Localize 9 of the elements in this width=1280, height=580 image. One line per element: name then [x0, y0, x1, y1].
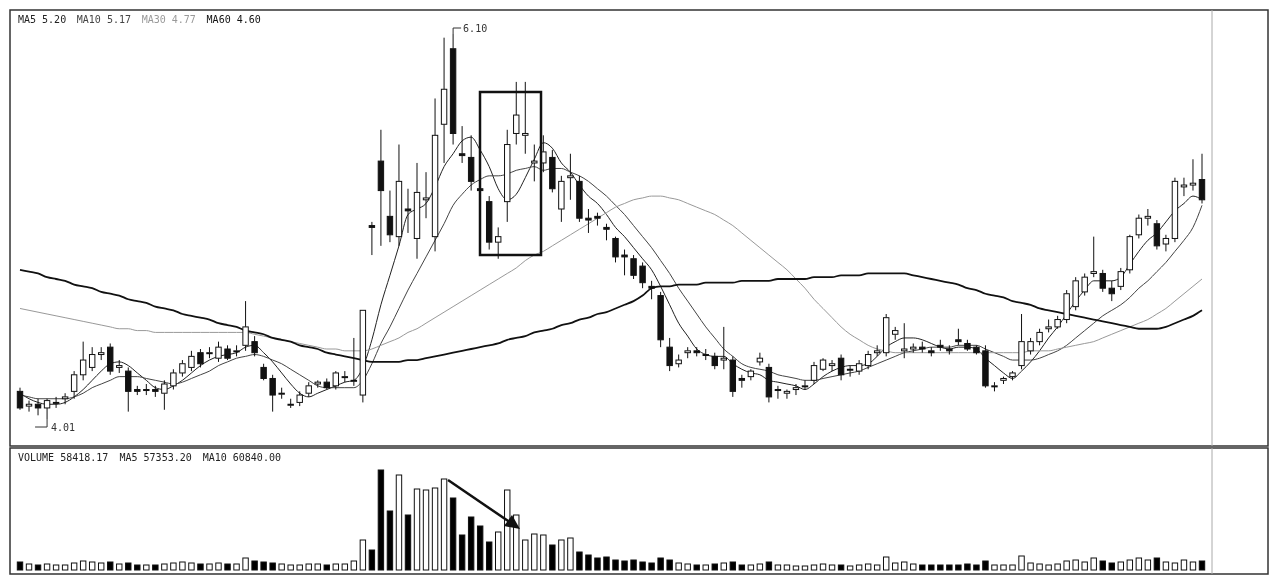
text: MA30 4.77	[141, 14, 196, 25]
text: MA60 4.60	[206, 14, 261, 25]
text: MA10 60840.00	[202, 452, 281, 463]
text: MA10 5.17	[76, 14, 131, 25]
text: MA5 57353.20	[119, 452, 192, 463]
text: VOLUME 58418.17	[18, 452, 109, 463]
text: MA5 5.20	[18, 14, 67, 25]
text: 4.01	[51, 422, 76, 433]
annotation: 6.10	[463, 23, 488, 34]
